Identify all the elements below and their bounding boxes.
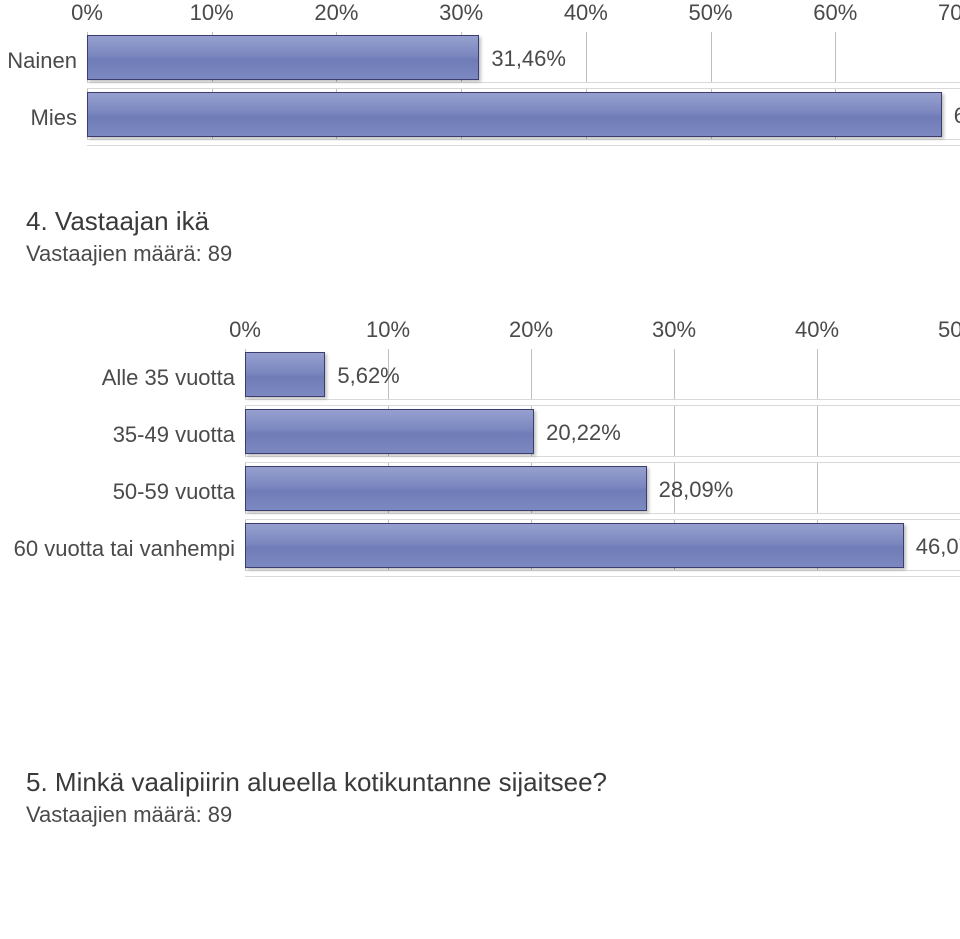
gender-chart-y-label: Mies xyxy=(0,89,87,146)
age-chart-plot-area: 5,62% 20,22% 28,09% 46,07% xyxy=(245,349,960,577)
gender-chart-bar-row: 68,54% xyxy=(87,89,960,146)
age-chart-bar-row: 5,62% xyxy=(245,349,960,406)
gender-chart-x-tick-label: 30% xyxy=(439,0,483,26)
age-question-subtitle: Vastaajien määrä: 89 xyxy=(26,241,960,267)
age-chart-y-label: 60 vuotta tai vanhempi xyxy=(0,520,245,577)
gender-chart: 0% 10% 20% 30% 40% 50% 60% 70% NainenMies 31,46% 6… xyxy=(0,0,960,146)
age-chart-x-tick-label: 50% xyxy=(938,317,960,343)
gender-chart-bar-row: 31,46% xyxy=(87,32,960,89)
age-chart-bar xyxy=(245,352,325,397)
age-chart-x-tick-label: 20% xyxy=(509,317,553,343)
age-chart: 0% 10% 20% 30% 40% 50% Alle 35 vuotta35-49 vuo… xyxy=(0,317,960,577)
gender-chart-x-tick-label: 40% xyxy=(564,0,608,26)
age-chart-bar-row: 28,09% xyxy=(245,463,960,520)
constituency-question-title: 5. Minkä vaalipiirin alueella kotikuntan… xyxy=(26,767,960,798)
age-chart-x-axis: 0% 10% 20% 30% 40% 50% xyxy=(0,317,960,347)
gender-chart-x-tick-label: 0% xyxy=(71,0,103,26)
age-chart-bar xyxy=(245,466,647,511)
constituency-question-subtitle: Vastaajien määrä: 89 xyxy=(26,802,960,828)
gender-chart-bar xyxy=(87,92,942,137)
gender-chart-plot-area: 31,46% 68,54% xyxy=(87,32,960,146)
gender-chart-x-tick-label: 50% xyxy=(689,0,733,26)
age-chart-x-tick-label: 30% xyxy=(652,317,696,343)
age-chart-y-labels: Alle 35 vuotta35-49 vuotta50-59 vuotta60… xyxy=(0,349,245,577)
age-chart-y-label: 35-49 vuotta xyxy=(0,406,245,463)
age-chart-block: 0% 10% 20% 30% 40% 50% Alle 35 vuotta35-49 vuo… xyxy=(0,317,960,577)
age-chart-x-tick-label: 0% xyxy=(229,317,261,343)
age-chart-x-tick-label: 10% xyxy=(366,317,410,343)
gender-chart-y-label: Nainen xyxy=(0,32,87,89)
gender-chart-block: 0% 10% 20% 30% 40% 50% 60% 70% NainenMies 31,46% 6… xyxy=(0,0,960,146)
age-chart-bar-row: 46,07% xyxy=(245,520,960,577)
age-chart-y-label: 50-59 vuotta xyxy=(0,463,245,520)
gender-chart-y-labels: NainenMies xyxy=(0,32,87,146)
gender-chart-x-tick-label: 60% xyxy=(813,0,857,26)
age-chart-bar xyxy=(245,523,904,568)
constituency-section-heading: 5. Minkä vaalipiirin alueella kotikuntan… xyxy=(0,767,960,828)
age-chart-bar-value-label: 5,62% xyxy=(337,363,399,389)
gender-chart-bar-value-label: 68,54% xyxy=(954,103,960,129)
gender-chart-x-axis: 0% 10% 20% 30% 40% 50% 60% 70% xyxy=(0,0,960,30)
age-chart-x-tick-label: 40% xyxy=(795,317,839,343)
age-chart-bar-value-label: 46,07% xyxy=(916,534,960,560)
gender-chart-bar-value-label: 31,46% xyxy=(491,46,566,72)
age-section-heading: 4. Vastaajan ikä Vastaajien määrä: 89 xyxy=(0,206,960,267)
gender-chart-bar xyxy=(87,35,479,80)
age-chart-bar xyxy=(245,409,534,454)
age-chart-bar-value-label: 20,22% xyxy=(546,420,621,446)
gender-chart-x-tick-label: 20% xyxy=(314,0,358,26)
page: 0% 10% 20% 30% 40% 50% 60% 70% NainenMies 31,46% 6… xyxy=(0,0,960,828)
age-chart-bar-value-label: 28,09% xyxy=(659,477,734,503)
gender-chart-x-tick-label: 10% xyxy=(190,0,234,26)
age-question-title: 4. Vastaajan ikä xyxy=(26,206,960,237)
age-chart-y-label: Alle 35 vuotta xyxy=(0,349,245,406)
age-chart-bar-row: 20,22% xyxy=(245,406,960,463)
gender-chart-x-tick-label: 70% xyxy=(938,0,960,26)
